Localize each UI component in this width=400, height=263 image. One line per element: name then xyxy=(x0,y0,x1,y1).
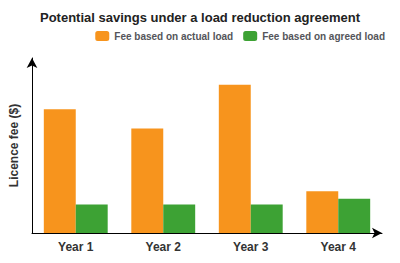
svg-text:Year 4: Year 4 xyxy=(321,240,357,254)
svg-text:Potential savings under a load: Potential savings under a load reduction… xyxy=(40,10,361,25)
svg-text:Year 2: Year 2 xyxy=(146,240,182,254)
svg-text:Fee based on agreed load: Fee based on agreed load xyxy=(262,31,385,42)
svg-text:Licence fee ($): Licence fee ($) xyxy=(7,104,21,187)
svg-text:Fee based on actual load: Fee based on actual load xyxy=(114,31,233,42)
svg-text:Year 3: Year 3 xyxy=(233,240,269,254)
svg-text:Year 1: Year 1 xyxy=(58,240,94,254)
